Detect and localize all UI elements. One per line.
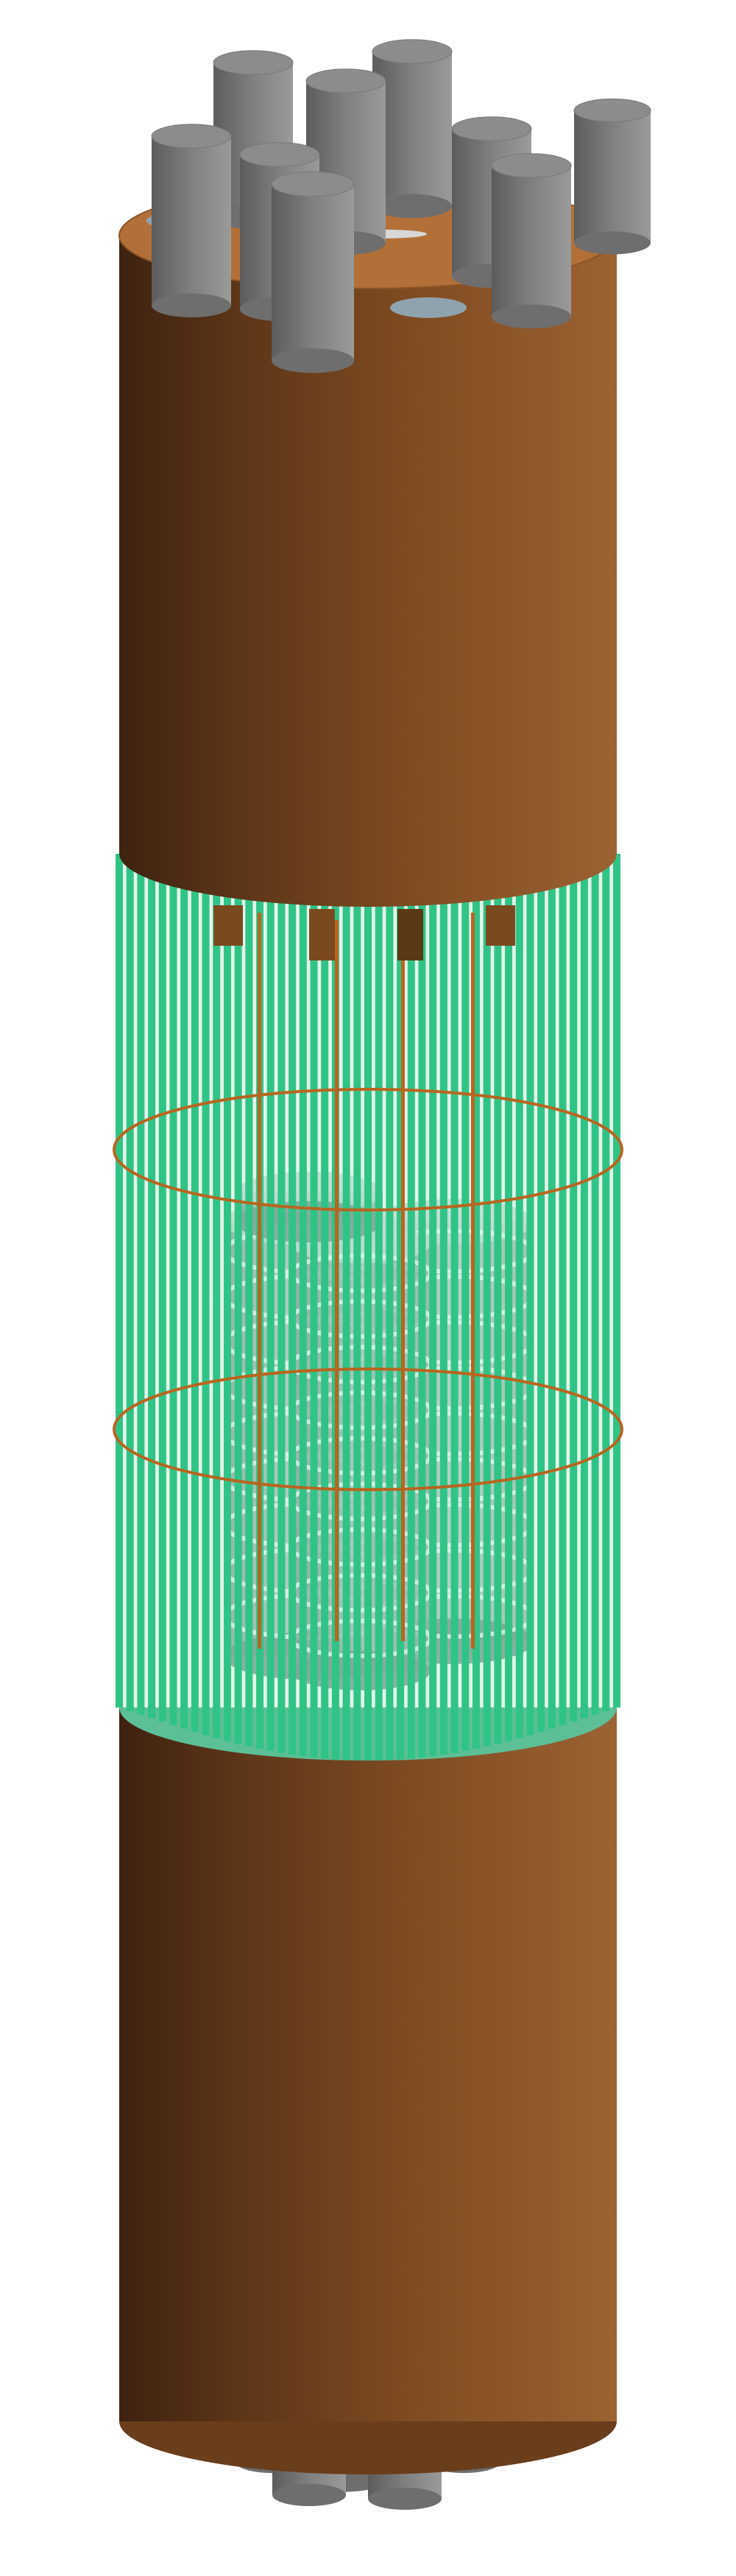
top-hole-front <box>390 297 467 318</box>
cage-bar <box>289 900 297 1755</box>
cage-bar <box>386 906 394 1761</box>
top-rod <box>573 98 651 255</box>
cage-bar <box>245 892 253 1747</box>
cage-bar <box>169 871 177 1726</box>
cage-bar <box>180 874 188 1729</box>
cage-bar <box>266 896 275 1751</box>
cage-bar <box>505 887 513 1741</box>
cage-bar <box>299 902 307 1757</box>
upper-copper-bottom-rim <box>119 801 617 907</box>
cage-ring-lower <box>113 1367 623 1491</box>
cage-bar <box>126 857 134 1711</box>
cage-bars <box>116 854 620 1761</box>
cage-bar <box>407 905 415 1759</box>
upper-copper-side <box>119 236 617 854</box>
cage-bar <box>439 900 447 1755</box>
cage-bar <box>537 878 545 1733</box>
lower-copper-body <box>119 1708 617 2474</box>
cage-bar <box>223 887 231 1741</box>
cage-ring-upper <box>113 1088 623 1211</box>
cage-bar <box>202 881 210 1735</box>
upper-rim-tabs <box>213 905 515 960</box>
tie-rods <box>258 913 475 1649</box>
cage-bar <box>472 894 480 1749</box>
cage-bar <box>613 854 620 1708</box>
cage-bar <box>148 864 156 1719</box>
cage-bar <box>116 854 123 1708</box>
cage-bar <box>570 868 578 1722</box>
cage-bar <box>364 907 372 1761</box>
cage-bar <box>213 884 221 1738</box>
cage-bar <box>591 860 599 1715</box>
cage-bar <box>559 871 567 1726</box>
cage-bar <box>494 890 502 1744</box>
cage-bar <box>602 857 610 1711</box>
cage-bar <box>397 905 405 1760</box>
cage-bar <box>429 902 437 1757</box>
cage-bar <box>450 899 459 1753</box>
cage-bar <box>461 896 470 1751</box>
cage-bar <box>580 864 588 1719</box>
cage-bar <box>548 874 556 1729</box>
cage-bar <box>321 905 329 1759</box>
cage-section <box>113 854 623 1761</box>
cage-bar <box>483 892 491 1747</box>
cage-bar <box>158 868 166 1722</box>
cage-bar <box>342 906 350 1761</box>
cage-bar <box>310 903 318 1758</box>
cage-bar <box>526 881 534 1735</box>
cage-bar <box>277 899 286 1753</box>
top-rod <box>271 171 355 373</box>
top-rod <box>491 153 572 329</box>
cage-bar <box>418 903 426 1758</box>
cage-bar <box>137 860 145 1715</box>
top-rod <box>151 124 232 318</box>
cage-bar <box>191 878 199 1733</box>
cage-bar <box>515 884 523 1738</box>
cage-bar <box>234 890 242 1744</box>
cage-bar <box>375 906 383 1761</box>
cage-bar <box>353 906 361 1761</box>
top-rods <box>151 39 651 373</box>
